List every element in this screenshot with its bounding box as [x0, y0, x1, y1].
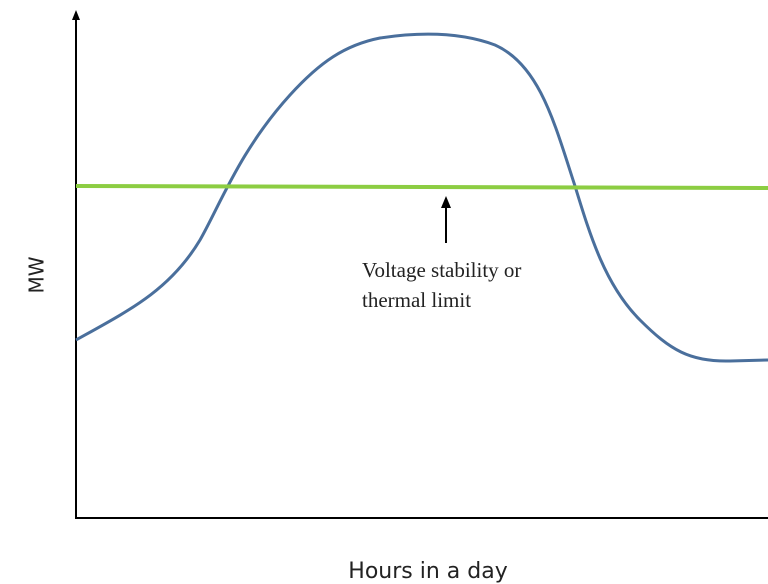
load-curve: [75, 32, 768, 363]
limit-line: [75, 184, 768, 190]
annotation-line: thermal limit: [362, 288, 471, 312]
y-axis-arrow: [72, 10, 80, 20]
annotation-arrowhead: [441, 196, 451, 208]
x-label: Hours in a day: [348, 559, 507, 584]
y-label: MW: [25, 256, 49, 293]
annotation-line: Voltage stability or: [362, 258, 521, 282]
